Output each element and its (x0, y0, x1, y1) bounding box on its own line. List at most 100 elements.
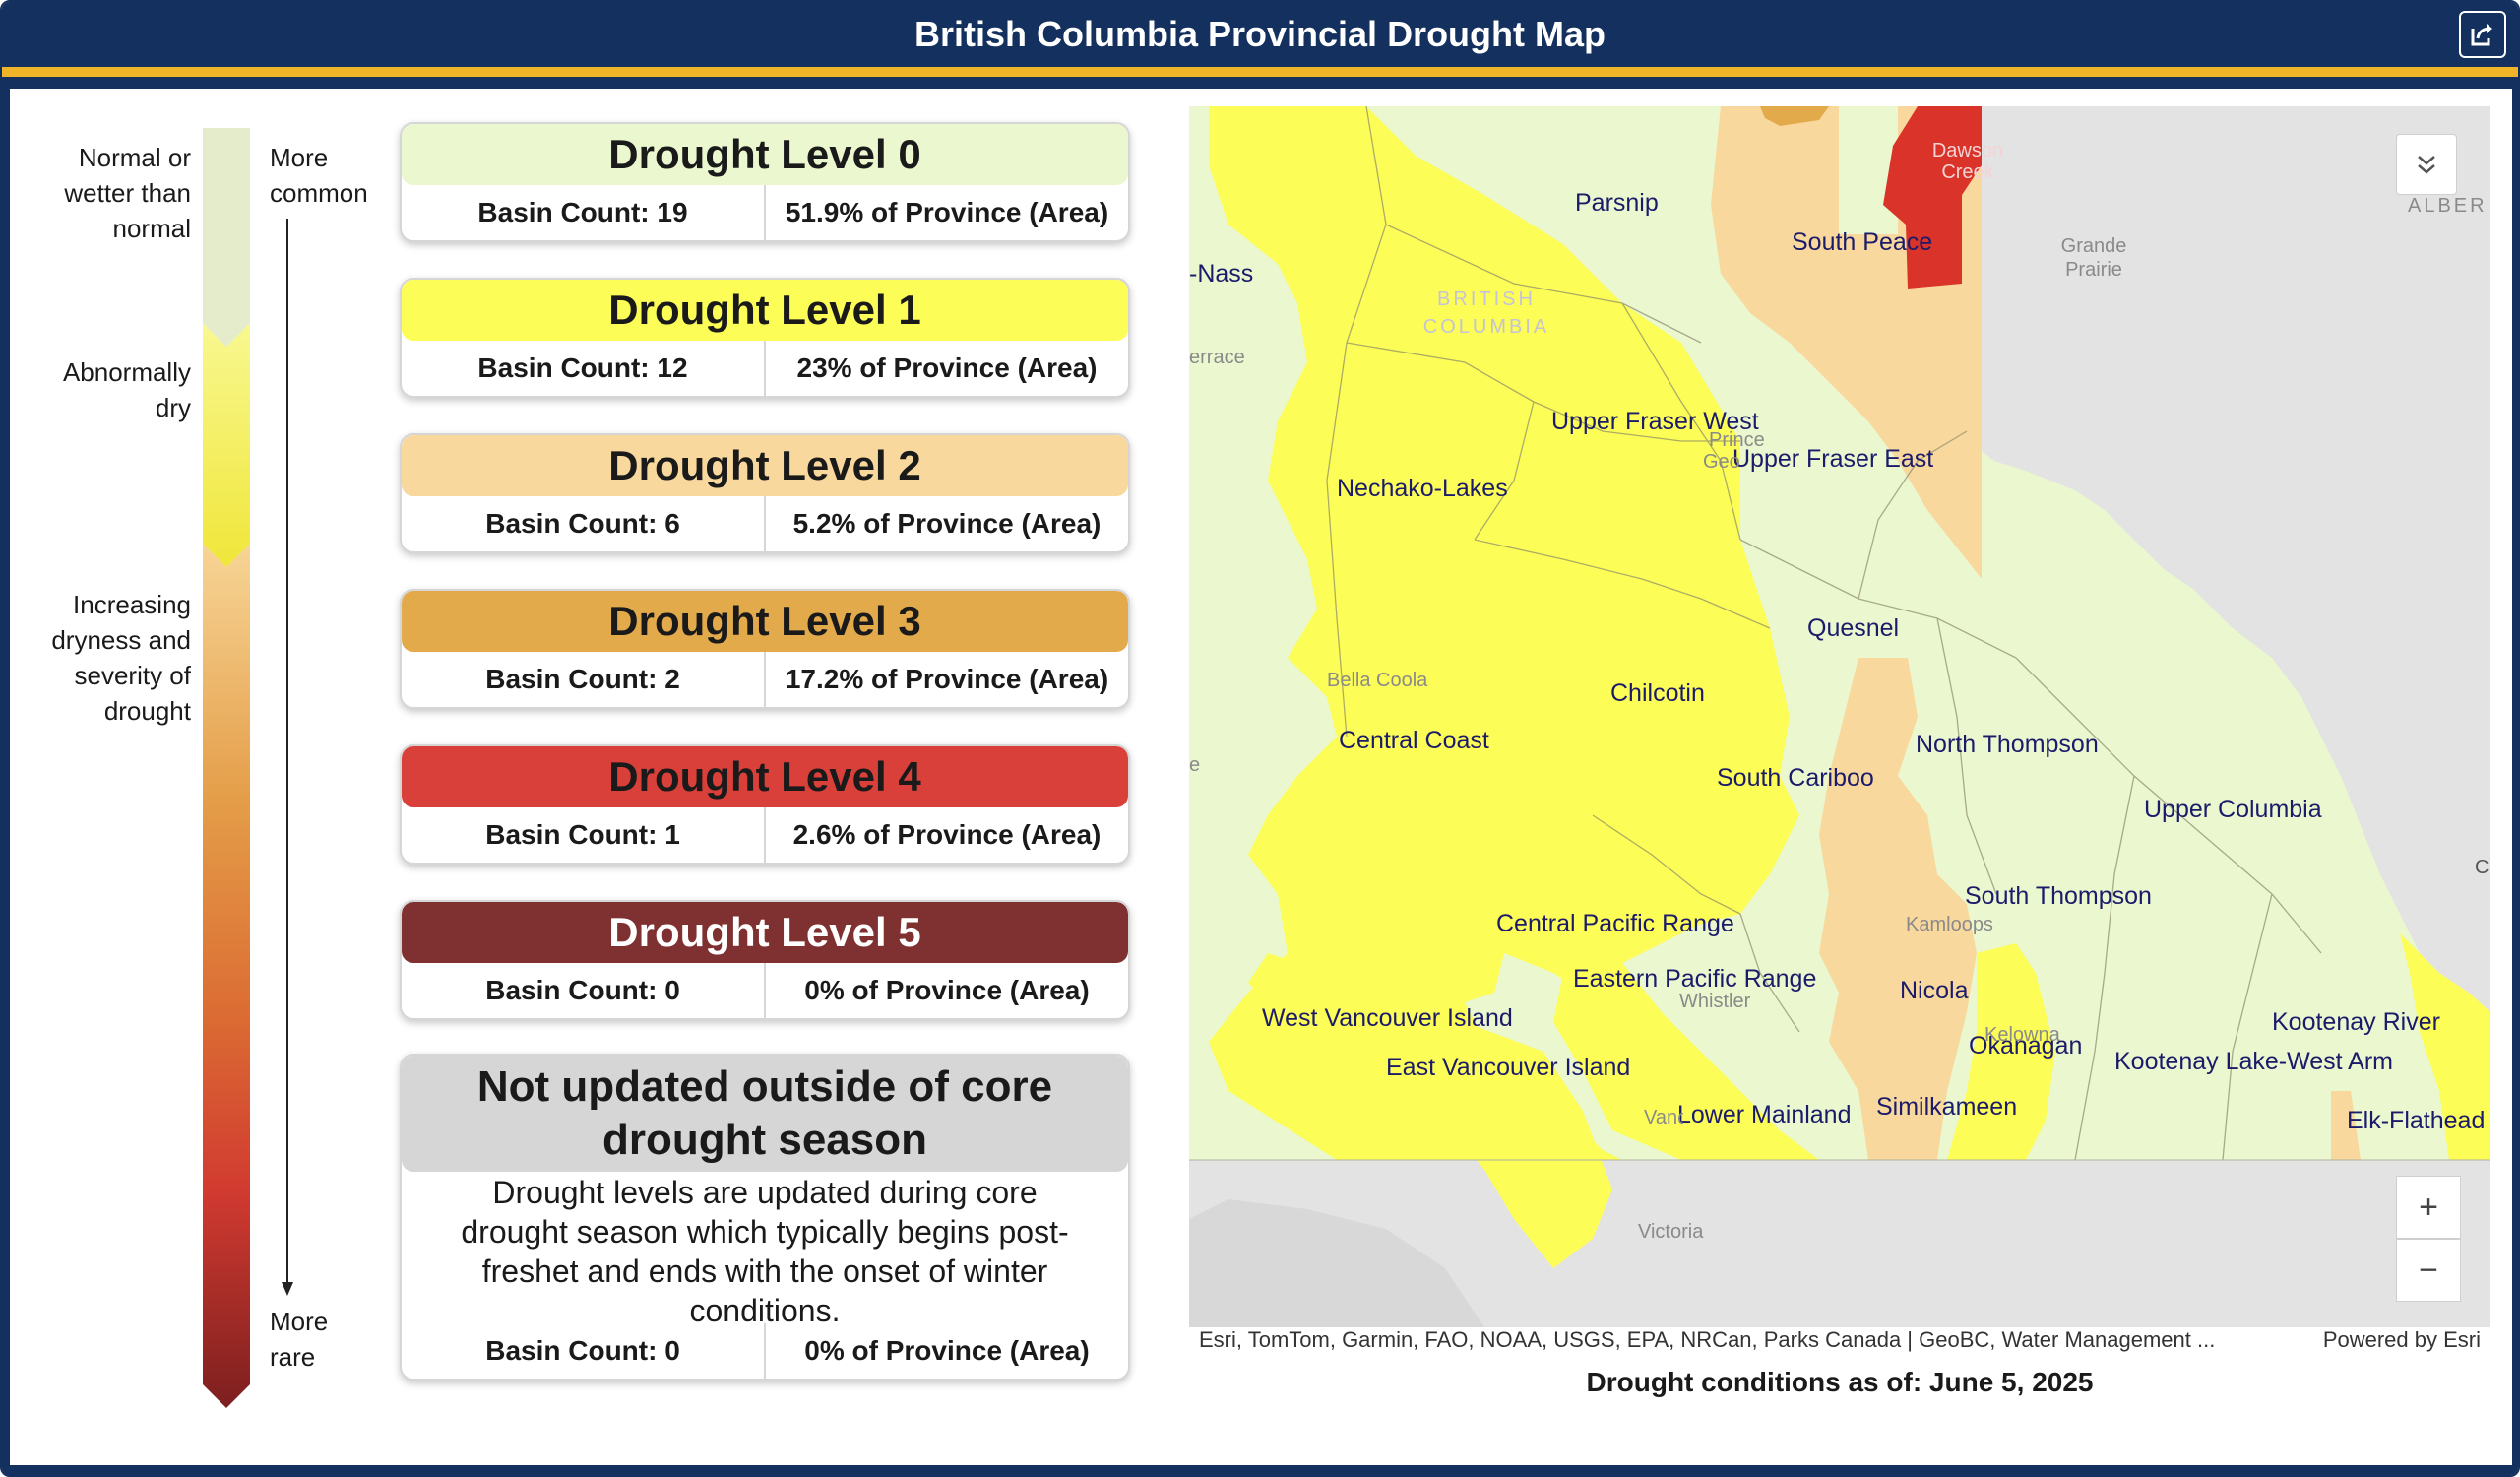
province-area: 0% of Province (Area) (764, 1323, 1128, 1379)
province-area: 51.9% of Province (Area) (764, 185, 1128, 240)
basin-label-elk-flathead: Elk-Flathead (2347, 1107, 2486, 1134)
basin-okanagan (1947, 943, 2055, 1160)
basin-label-central-coast: Central Coast (1339, 727, 1489, 754)
province-area: 17.2% of Province (Area) (764, 652, 1128, 707)
basin-label-eastern-pacific-range: Eastern Pacific Range (1573, 965, 1817, 993)
place-label-prince-george: Prince (1709, 429, 1765, 451)
zoom-in-button[interactable]: + (2396, 1176, 2461, 1239)
basin-count: Basin Count: 2 (485, 664, 680, 694)
map-attribution[interactable]: Esri, TomTom, Garmin, FAO, NOAA, USGS, E… (1199, 1327, 2216, 1352)
place-label-grande-prairie: Grande Prairie (2060, 235, 2127, 281)
place-label-whistler: Whistler (1679, 991, 1751, 1012)
basin-label-upper-fraser-east: Upper Fraser East (1732, 445, 1934, 473)
us-coast (1189, 1199, 1484, 1327)
basin-label-upper-columbia: Upper Columbia (2144, 796, 2322, 823)
place-label-kelowna: Kelowna (1984, 1024, 2060, 1046)
basin-label-south-cariboo: South Cariboo (1717, 764, 1874, 792)
basin-label-chilcotin: Chilcotin (1610, 679, 1705, 707)
drought-level-2-card: Drought Level 2 Basin Count: 6 5.2% of Pr… (400, 433, 1130, 553)
place-label-kamloops: Kamloops (1906, 914, 1993, 935)
place-label-dawson-creek: Dawson Creek (1931, 140, 2004, 183)
share-icon (2471, 24, 2492, 46)
basin-label-nicola: Nicola (1900, 977, 1969, 1004)
basin-label-kootenay-lake-west-arm: Kootenay Lake-West Arm (2114, 1048, 2394, 1075)
drought-level-2-title: Drought Level 2 (402, 435, 1128, 496)
collapse-button[interactable] (2396, 134, 2457, 195)
basin-label-okanagan: Okanagan (1969, 1032, 2083, 1060)
province-area: 23% of Province (Area) (764, 341, 1128, 396)
share-button[interactable] (2459, 11, 2506, 58)
place-label-edge-west: e (1189, 754, 1201, 776)
drought-level-5-card: Drought Level 5 Basin Count: 0 0% of Prov… (400, 900, 1130, 1020)
basin-label-nass: -Nass (1189, 260, 1254, 288)
legend-more-rare: More rare (270, 1307, 329, 1372)
basin-label-central-pacific-range: Central Pacific Range (1496, 910, 1734, 937)
header-bar: British Columbia Provincial Drought Map (2, 2, 2518, 67)
chevron-double-down-icon (2418, 156, 2435, 174)
not-updated-description: Drought levels are updated during core d… (461, 1175, 1069, 1328)
drought-level-3-card: Drought Level 3 Basin Count: 2 17.2% of P… (400, 589, 1130, 709)
place-label-bella-coola: Bella Coola (1327, 670, 1428, 691)
drought-level-0-card: Drought Level 0 Basin Count: 19 51.9% of … (400, 122, 1130, 242)
basin-lower-mainland (1553, 963, 1819, 1160)
map-canvas[interactable] (1189, 106, 2490, 1327)
frame-border-left (2, 89, 10, 1475)
legend-more-common: More common (270, 143, 368, 208)
drought-level-0-title: Drought Level 0 (402, 124, 1128, 185)
alberta-area (1982, 106, 2490, 1012)
header-accent-line (2, 67, 2518, 77)
province-area: 5.2% of Province (Area) (764, 496, 1128, 551)
legend-label-abnormally-dry: Abnormally dry (62, 357, 191, 422)
drought-map[interactable]: Parsnip South Peace -Nass Upper Fraser W… (1189, 106, 2490, 1327)
frequency-arrow (282, 219, 293, 1296)
drought-level-1-card: Drought Level 1 Basin Count: 12 23% of Pr… (400, 278, 1130, 398)
not-updated-title: Not updated outside of core drought seas… (402, 1056, 1128, 1172)
basin-count: Basin Count: 0 (485, 1335, 680, 1366)
basin-elk-flathead (2400, 933, 2490, 1160)
basin-level-2-southeast (2331, 1091, 2361, 1160)
basin-nicola-similkameen (1819, 658, 1977, 1160)
place-label-victoria: Victoria (1638, 1221, 1704, 1243)
basin-label-nechako-lakes: Nechako-Lakes (1337, 475, 1508, 502)
basin-level-0-east (1982, 106, 2490, 1160)
page-title: British Columbia Provincial Drought Map (914, 14, 1606, 54)
drought-level-4-title: Drought Level 4 (402, 746, 1128, 807)
basin-label-west-vancouver-island: West Vancouver Island (1262, 1004, 1513, 1032)
basin-label-south-thompson: South Thompson (1965, 882, 2152, 910)
basin-count: Basin Count: 12 (477, 353, 688, 383)
not-updated-card: Not updated outside of core drought seas… (400, 1054, 1130, 1381)
basin-label-north-thompson: North Thompson (1916, 731, 2099, 758)
legend-gradient-arrow (203, 128, 250, 1408)
basin-count: Basin Count: 0 (485, 975, 680, 1005)
basin-label-quesnel: Quesnel (1807, 614, 1900, 642)
basin-label-east-vancouver-island: East Vancouver Island (1386, 1054, 1631, 1081)
frame-border-bottom (2, 1465, 2518, 1475)
province-area: 2.6% of Province (Area) (764, 807, 1128, 863)
basin-dawson-creek (1883, 106, 1982, 289)
legend-label-increasing-dryness: Increasing dryness and severity of droug… (51, 590, 191, 726)
basin-boundaries (1326, 106, 2322, 1161)
zoom-out-button[interactable]: − (2396, 1239, 2461, 1302)
basin-count: Basin Count: 19 (477, 197, 688, 227)
basin-east-vancouver-island (1248, 953, 1612, 1268)
province-area: 0% of Province (Area) (764, 963, 1128, 1018)
drought-level-1-title: Drought Level 1 (402, 280, 1128, 341)
basin-label-similkameen: Similkameen (1876, 1093, 2018, 1121)
legend-label-normal: Normal or wetter than normal (64, 143, 191, 243)
header-divider (2, 77, 2518, 89)
drought-level-5-title: Drought Level 5 (402, 902, 1128, 963)
basin-label-parsnip: Parsnip (1575, 189, 1659, 217)
basin-label-upper-fraser-west: Upper Fraser West (1551, 408, 1759, 435)
frame-border-right (2512, 89, 2518, 1475)
basin-count: Basin Count: 1 (485, 819, 680, 850)
basin-level-1-central (1209, 106, 1799, 1012)
basin-level-3-north (1760, 106, 1829, 126)
drought-level-4-card: Drought Level 4 Basin Count: 1 2.6% of Pr… (400, 744, 1130, 865)
place-label-alberta: ALBER (2408, 195, 2488, 217)
place-label-prince-george-suffix: Geo (1703, 451, 1740, 473)
powered-by-esri-link[interactable]: Powered by Esri (2322, 1327, 2481, 1352)
basin-count: Basin Count: 6 (485, 508, 680, 539)
drought-conditions-date: Drought conditions as of: June 5, 2025 (1586, 1367, 2094, 1397)
place-label-vancouver: Vancouver (1644, 1107, 1683, 1128)
basin-label-kootenay-river: Kootenay River (2272, 1008, 2440, 1036)
